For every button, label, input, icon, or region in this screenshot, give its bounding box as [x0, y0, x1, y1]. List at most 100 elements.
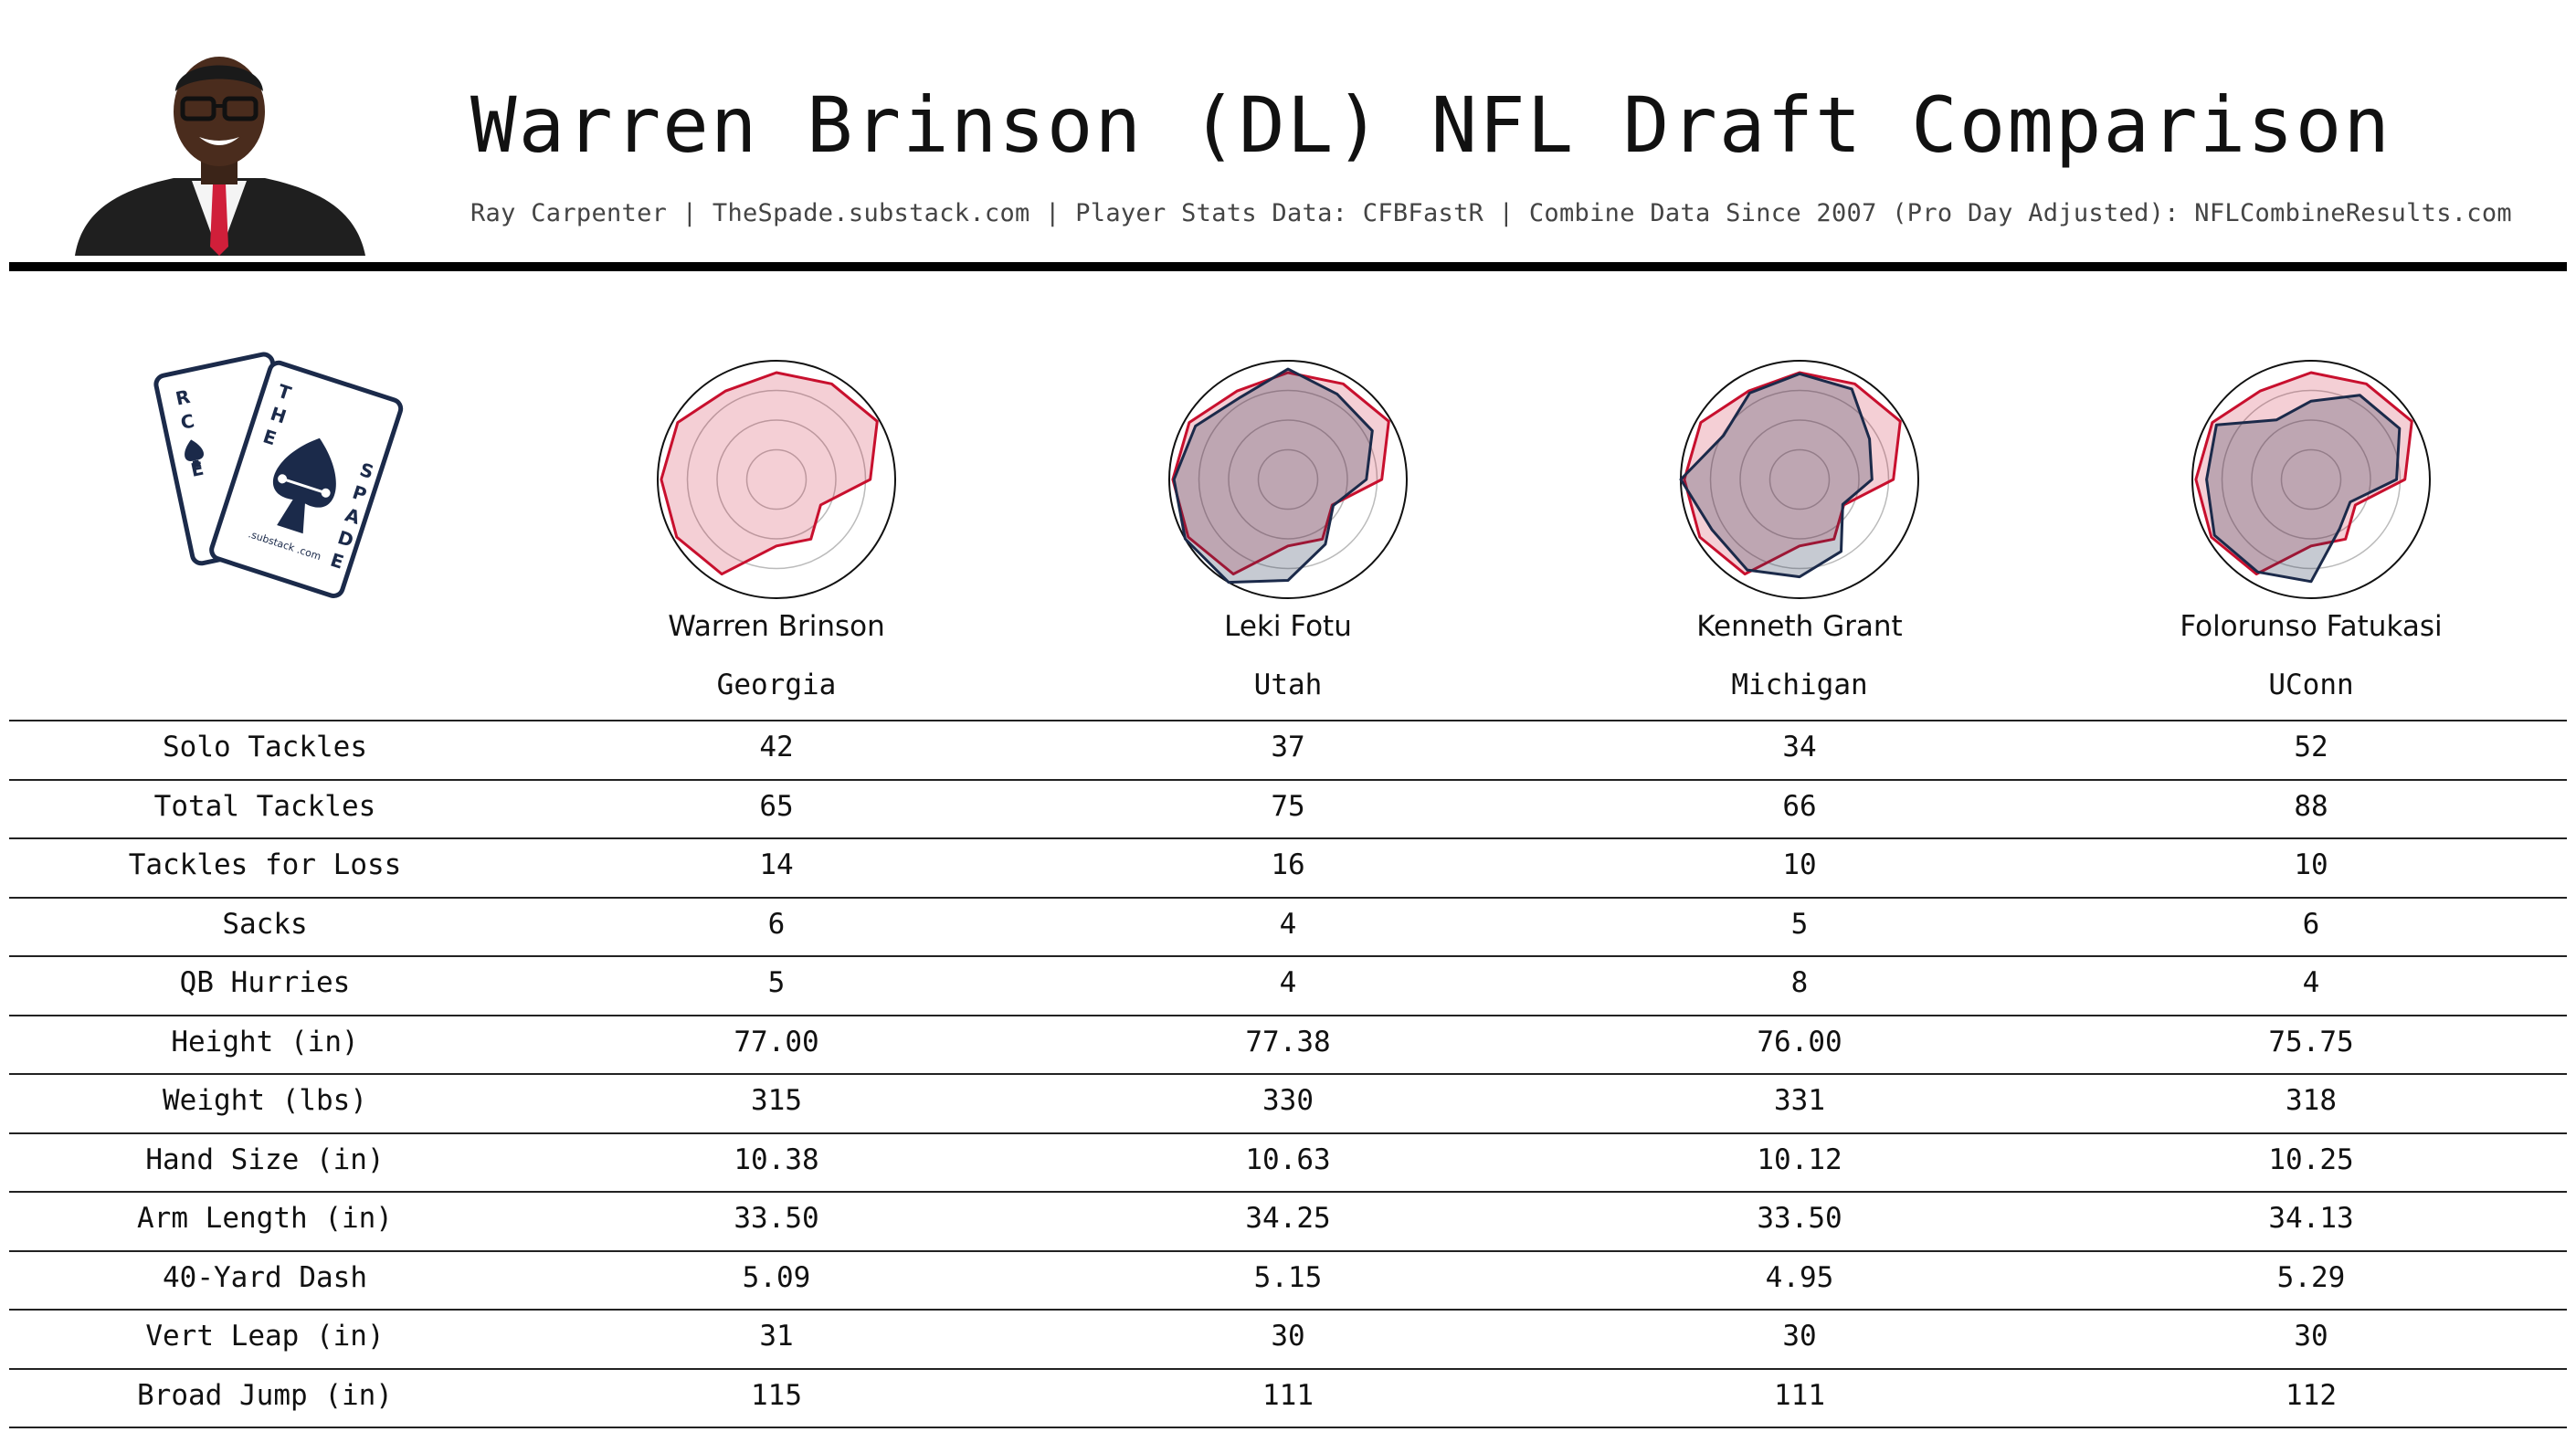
radar-series-kenneth-grant — [1679, 372, 1874, 579]
table-cell: 4 — [2302, 966, 2320, 999]
table-row-divider — [9, 1014, 2567, 1016]
table-cell: 75.75 — [2268, 1025, 2354, 1058]
table-cell: 76.00 — [1757, 1025, 1842, 1058]
table-cell: 10.25 — [2268, 1142, 2354, 1176]
table-cell: 10 — [2294, 848, 2328, 881]
radar-grid-ring — [2221, 389, 2402, 570]
row-label: 40-Yard Dash — [163, 1260, 367, 1294]
row-label: Height (in) — [171, 1025, 359, 1058]
radar-grid-ring — [686, 389, 867, 570]
table-row-divider — [9, 1427, 2567, 1428]
radar-chart-warren-brinson — [657, 360, 896, 599]
player-name: Warren Brinson — [668, 610, 885, 643]
player-school: UConn — [2268, 669, 2354, 701]
row-label: Tackles for Loss — [128, 848, 402, 881]
row-label: Weight (lbs) — [163, 1084, 367, 1117]
table-cell: 315 — [751, 1084, 802, 1117]
radar-series-warren-brinson — [660, 371, 879, 576]
row-label: Arm Length (in) — [137, 1202, 393, 1235]
radar-outer-ring — [1168, 360, 1408, 599]
table-cell: 5.29 — [2276, 1260, 2346, 1294]
logo-side-4: D — [335, 526, 356, 552]
table-row-divider — [9, 778, 2567, 781]
radar-series-warren-brinson — [1171, 371, 1390, 576]
row-label: Total Tackles — [153, 789, 376, 823]
table-cell: 65 — [759, 789, 794, 823]
table-cell: 5 — [1790, 907, 1809, 941]
table-cell: 31 — [759, 1320, 794, 1353]
player-school: Michigan — [1731, 669, 1868, 701]
row-label: Solo Tackles — [163, 731, 367, 763]
table-row-divider — [9, 1073, 2567, 1075]
table-row-divider — [9, 1249, 2567, 1252]
table-cell: 30 — [1271, 1320, 1305, 1353]
logo-side-2: P — [350, 481, 369, 506]
table-cell: 4 — [1279, 966, 1297, 999]
logo-front-top-2: H — [268, 403, 289, 428]
table-cell: 10.38 — [734, 1142, 819, 1176]
radar-chart-leki-fotu — [1168, 360, 1408, 599]
row-label: Sacks — [222, 907, 308, 941]
page-title: Warren Brinson (DL) NFL Draft Comparison — [470, 80, 2391, 170]
player-name: Kenneth Grant — [1696, 610, 1903, 643]
table-cell: 330 — [1262, 1084, 1314, 1117]
table-row-divider — [9, 1191, 2567, 1193]
table-row-divider — [9, 1309, 2567, 1311]
table-cell: 34 — [1782, 731, 1817, 763]
logo-side-1: S — [357, 458, 376, 483]
table-cell: 5 — [767, 966, 786, 999]
logo-back-letter-2: C — [179, 410, 196, 435]
radar-series-warren-brinson — [1683, 371, 1902, 576]
table-cell: 42 — [759, 731, 794, 763]
radar-grid-ring — [1739, 419, 1860, 540]
radar-grid-ring — [745, 448, 808, 511]
player-school: Georgia — [716, 669, 837, 701]
radar-grid-ring — [1198, 389, 1378, 570]
header-rule — [9, 262, 2567, 271]
radar-grid-ring — [1709, 389, 1890, 570]
table-cell: 6 — [2302, 907, 2320, 941]
table-cell: 77.38 — [1245, 1025, 1331, 1058]
table-cell: 6 — [767, 907, 786, 941]
table-cell: 115 — [751, 1378, 802, 1412]
table-cell: 4 — [1279, 907, 1297, 941]
table-cell: 75 — [1271, 789, 1305, 823]
radar-grid-ring — [2280, 448, 2342, 511]
radar-series-leki-fotu — [1172, 367, 1374, 584]
radar-chart-kenneth-grant — [1679, 360, 1919, 599]
table-cell: 111 — [1774, 1378, 1825, 1412]
table-cell: 112 — [2286, 1378, 2337, 1412]
table-row-divider — [9, 1367, 2567, 1370]
radar-grid-ring — [2251, 419, 2371, 540]
logo-back-letter-1: R — [174, 385, 192, 410]
table-cell: 88 — [2294, 789, 2328, 823]
table-cell: 52 — [2294, 731, 2328, 763]
table-row-divider — [9, 1132, 2567, 1134]
table-cell: 66 — [1782, 789, 1817, 823]
table-cell: 34.13 — [2268, 1202, 2354, 1235]
table-cell: 16 — [1271, 848, 1305, 881]
radar-grid-ring — [1228, 419, 1348, 540]
radar-grid-ring — [716, 419, 837, 540]
radar-grid-ring — [1768, 448, 1831, 511]
table-cell: 30 — [1782, 1320, 1817, 1353]
table-cell: 33.50 — [734, 1202, 819, 1235]
table-cell: 331 — [1774, 1084, 1825, 1117]
page-subtitle: Ray Carpenter | TheSpade.substack.com | … — [470, 199, 2512, 227]
table-cell: 10.12 — [1757, 1142, 1842, 1176]
table-cell: 111 — [1262, 1378, 1314, 1412]
row-label: Vert Leap (in) — [145, 1320, 385, 1353]
radar-chart-folorunso-fatukasi — [2191, 360, 2431, 599]
table-cell: 318 — [2286, 1084, 2337, 1117]
player-name: Folorunso Fatukasi — [2180, 610, 2443, 643]
table-cell: 37 — [1271, 731, 1305, 763]
table-cell: 30 — [2294, 1320, 2328, 1353]
radar-series-folorunso-fatukasi — [2205, 394, 2402, 584]
table-cell: 5.09 — [742, 1260, 811, 1294]
player-headshot — [75, 57, 365, 256]
table-cell: 34.25 — [1245, 1202, 1331, 1235]
player-school: Utah — [1253, 669, 1323, 701]
table-cell: 10.63 — [1245, 1142, 1331, 1176]
row-label: Hand Size (in) — [145, 1142, 385, 1176]
radar-grid-ring — [1257, 448, 1319, 511]
